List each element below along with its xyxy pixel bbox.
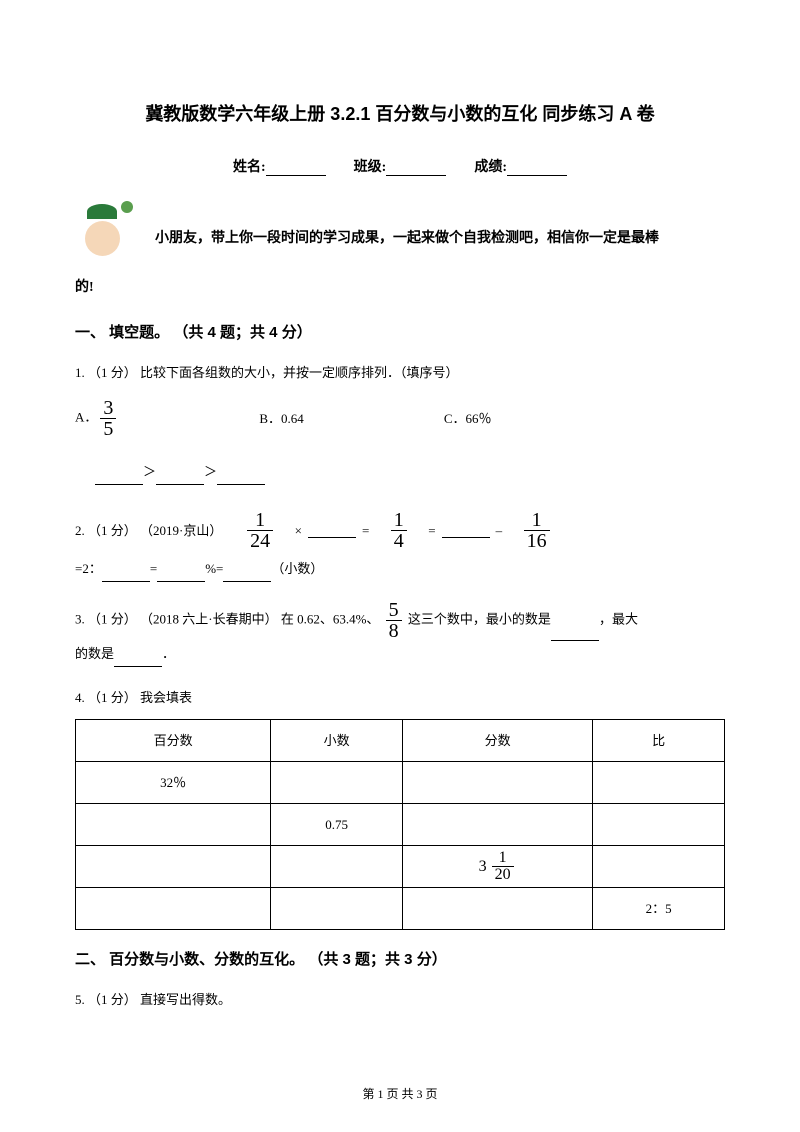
cell: 2：5 (593, 888, 725, 930)
section-2-title: 二、 百分数与小数、分数的互化。 （共 3 题；共 3 分） (75, 948, 725, 969)
cell: 32％ (76, 762, 271, 804)
section-1-title: 一、 填空题。 （共 4 题；共 4 分） (75, 321, 725, 342)
table-row: 32％ (76, 762, 725, 804)
option-b: B．0.64 (259, 406, 303, 432)
table-row: 0.75 (76, 804, 725, 846)
cell (593, 762, 725, 804)
cell (76, 846, 271, 888)
question-2: 2. （1 分） （2019·京山） 124 ×= 14 =– 116 =2：=… (75, 510, 725, 582)
info-row: 姓名: 班级: 成绩: (75, 156, 725, 176)
th-decimal: 小数 (271, 720, 403, 762)
th-percent: 百分数 (76, 720, 271, 762)
cell (402, 762, 592, 804)
q2-f3: 116 (524, 510, 550, 551)
cell (76, 888, 271, 930)
cell (593, 804, 725, 846)
cell (271, 888, 403, 930)
question-1: 1. （1 分） 比较下面各组数的大小，并按一定顺序排列．（填序号） A．35 … (75, 360, 725, 485)
class-label: 班级: (354, 160, 387, 175)
q1-options: A．35 B．0.64 C．66％ (75, 398, 725, 439)
q4-table: 百分数 小数 分数 比 32％ 0.75 3120 (75, 719, 725, 930)
cell (271, 762, 403, 804)
q3-frac: 58 (386, 600, 402, 641)
name-blank (266, 162, 326, 176)
cell: 3120 (402, 846, 592, 888)
option-a: A．35 (75, 398, 119, 439)
q2-prefix: 2. （1 分） （2019·京山） (75, 518, 222, 544)
q4-stem: 4. （1 分） 我会填表 (75, 685, 725, 711)
cell (402, 804, 592, 846)
mascot-icon (75, 196, 135, 256)
cell (593, 846, 725, 888)
cell (402, 888, 592, 930)
option-c: C．66％ (444, 406, 492, 432)
page-title: 冀教版数学六年级上册 3.2.1 百分数与小数的互化 同步练习 A 卷 (75, 100, 725, 126)
q1-stem: 1. （1 分） 比较下面各组数的大小，并按一定顺序排列．（填序号） (75, 360, 725, 386)
q2-f1: 124 (247, 510, 273, 551)
q5-stem: 5. （1 分） 直接写出得数。 (75, 987, 725, 1013)
table-row: 2：5 (76, 888, 725, 930)
q1-compare: ＞＞ (95, 459, 725, 485)
q2-f2: 14 (391, 510, 407, 551)
cell (271, 846, 403, 888)
score-label: 成绩: (474, 160, 507, 175)
table-row: 百分数 小数 分数 比 (76, 720, 725, 762)
intro-text-1: 小朋友，带上你一段时间的学习成果，一起来做个自我检测吧，相信你一定是最棒 (155, 226, 725, 256)
intro-row: 小朋友，带上你一段时间的学习成果，一起来做个自我检测吧，相信你一定是最棒 (75, 196, 725, 256)
cell (76, 804, 271, 846)
page-footer: 第 1 页 共 3 页 (0, 1085, 800, 1102)
name-label: 姓名: (233, 160, 266, 175)
question-3: 3. （1 分） （2018 六上·长春期中） 在 0.62、63.4%、 58… (75, 600, 725, 667)
cell: 0.75 (271, 804, 403, 846)
th-ratio: 比 (593, 720, 725, 762)
th-fraction: 分数 (402, 720, 592, 762)
score-blank (507, 162, 567, 176)
question-4: 4. （1 分） 我会填表 百分数 小数 分数 比 32％ 0.75 3120 (75, 685, 725, 930)
table-row: 3120 (76, 846, 725, 888)
intro-text-2: 的! (75, 276, 725, 296)
class-blank (386, 162, 446, 176)
question-5: 5. （1 分） 直接写出得数。 (75, 987, 725, 1013)
